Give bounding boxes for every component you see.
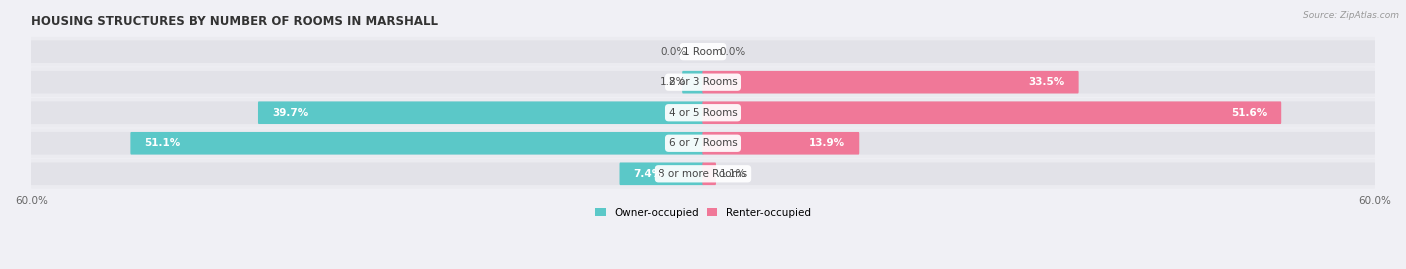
Text: 7.4%: 7.4% (634, 169, 662, 179)
FancyBboxPatch shape (31, 159, 1375, 189)
Text: 1.1%: 1.1% (720, 169, 747, 179)
Text: 1 Room: 1 Room (683, 47, 723, 57)
FancyBboxPatch shape (703, 71, 1078, 94)
FancyBboxPatch shape (703, 132, 1375, 155)
FancyBboxPatch shape (703, 71, 1375, 94)
Text: 39.7%: 39.7% (273, 108, 308, 118)
Legend: Owner-occupied, Renter-occupied: Owner-occupied, Renter-occupied (591, 204, 815, 222)
FancyBboxPatch shape (31, 101, 703, 124)
FancyBboxPatch shape (703, 162, 716, 185)
FancyBboxPatch shape (31, 40, 703, 63)
FancyBboxPatch shape (703, 162, 1375, 185)
Text: 2 or 3 Rooms: 2 or 3 Rooms (669, 77, 737, 87)
FancyBboxPatch shape (31, 129, 1375, 158)
FancyBboxPatch shape (257, 101, 703, 124)
FancyBboxPatch shape (682, 71, 703, 94)
FancyBboxPatch shape (703, 40, 1375, 63)
Text: 13.9%: 13.9% (808, 138, 845, 148)
Text: 4 or 5 Rooms: 4 or 5 Rooms (669, 108, 737, 118)
Text: 6 or 7 Rooms: 6 or 7 Rooms (669, 138, 737, 148)
FancyBboxPatch shape (703, 101, 1375, 124)
FancyBboxPatch shape (703, 101, 1281, 124)
FancyBboxPatch shape (31, 67, 1375, 97)
Text: 33.5%: 33.5% (1028, 77, 1064, 87)
FancyBboxPatch shape (131, 132, 703, 155)
FancyBboxPatch shape (703, 132, 859, 155)
Text: Source: ZipAtlas.com: Source: ZipAtlas.com (1303, 11, 1399, 20)
FancyBboxPatch shape (31, 162, 703, 185)
Text: 51.6%: 51.6% (1230, 108, 1267, 118)
FancyBboxPatch shape (620, 162, 703, 185)
Text: 1.8%: 1.8% (659, 77, 686, 87)
Text: HOUSING STRUCTURES BY NUMBER OF ROOMS IN MARSHALL: HOUSING STRUCTURES BY NUMBER OF ROOMS IN… (31, 15, 439, 28)
Text: 8 or more Rooms: 8 or more Rooms (658, 169, 748, 179)
Text: 0.0%: 0.0% (720, 47, 747, 57)
FancyBboxPatch shape (31, 37, 1375, 66)
FancyBboxPatch shape (31, 132, 703, 155)
FancyBboxPatch shape (31, 98, 1375, 128)
Text: 0.0%: 0.0% (659, 47, 686, 57)
FancyBboxPatch shape (31, 71, 703, 94)
Text: 51.1%: 51.1% (145, 138, 181, 148)
